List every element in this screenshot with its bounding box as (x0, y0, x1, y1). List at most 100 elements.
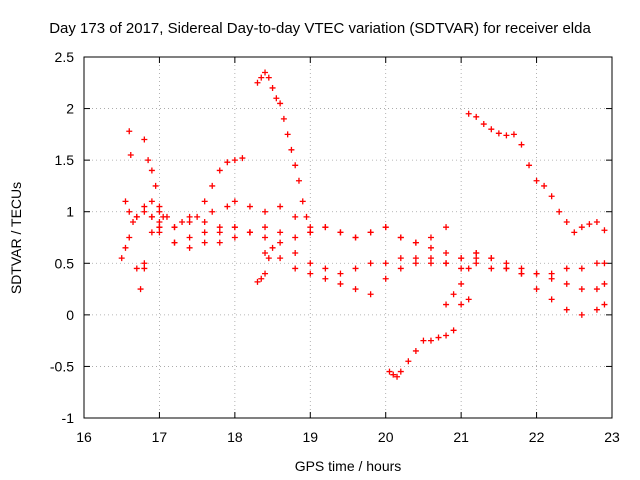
data-point (156, 219, 163, 226)
series-track-2 (122, 198, 608, 277)
data-point (148, 198, 155, 205)
data-points (118, 69, 608, 380)
data-point (303, 213, 310, 220)
data-point (337, 270, 344, 277)
data-point (397, 368, 404, 375)
data-point (141, 260, 148, 267)
data-point (262, 208, 269, 215)
data-point (239, 155, 246, 162)
data-point (548, 275, 555, 282)
data-point (533, 270, 540, 277)
data-point (127, 151, 134, 158)
data-point (473, 113, 480, 120)
data-point (578, 286, 585, 293)
data-point (518, 270, 525, 277)
chart-title: Day 173 of 2017, Sidereal Day-to-day VTE… (49, 20, 591, 37)
data-point (254, 79, 261, 86)
series-track-7 (156, 155, 246, 236)
data-point (122, 198, 129, 205)
data-point (480, 121, 487, 128)
data-point (412, 239, 419, 246)
data-point (156, 203, 163, 210)
data-point (231, 157, 238, 164)
data-point (593, 306, 600, 313)
data-point (126, 128, 133, 135)
data-point (133, 213, 140, 220)
data-point (405, 358, 412, 365)
data-point (277, 229, 284, 236)
data-point (148, 229, 155, 236)
data-point (593, 260, 600, 267)
data-point (292, 162, 299, 169)
data-point (262, 249, 269, 256)
data-point (224, 203, 231, 210)
data-point (412, 260, 419, 267)
series-track-4 (137, 213, 608, 318)
x-axis-label: GPS time / hours (294, 458, 402, 474)
data-point (160, 213, 167, 220)
series-track-9 (254, 244, 276, 285)
y-tick-label: -0.5 (50, 358, 74, 374)
plot-frame (83, 56, 613, 419)
x-tick-label: 17 (152, 429, 168, 445)
data-point (258, 74, 265, 81)
data-point (397, 234, 404, 241)
data-point (458, 280, 465, 287)
data-point (307, 224, 314, 231)
data-point (152, 182, 159, 189)
data-point (141, 265, 148, 272)
y-tick-label: 0 (66, 307, 74, 323)
data-point (601, 280, 608, 287)
data-point (533, 286, 540, 293)
data-point (488, 255, 495, 262)
data-point (269, 244, 276, 251)
data-point (141, 136, 148, 143)
data-point (503, 132, 510, 139)
data-point (307, 260, 314, 267)
data-point (262, 234, 269, 241)
data-point (156, 208, 163, 215)
data-point (292, 213, 299, 220)
data-point (593, 219, 600, 226)
data-point (130, 219, 137, 226)
data-point (277, 100, 284, 107)
data-point (412, 347, 419, 354)
data-point (495, 130, 502, 137)
data-point (186, 219, 193, 226)
data-point (533, 177, 540, 184)
data-point (262, 270, 269, 277)
data-point (563, 265, 570, 272)
data-point (201, 198, 208, 205)
data-point (201, 239, 208, 246)
data-point (412, 255, 419, 262)
data-point (541, 182, 548, 189)
data-point (601, 227, 608, 234)
data-point (526, 162, 533, 169)
data-point (443, 249, 450, 256)
data-point (262, 69, 269, 76)
data-point (578, 224, 585, 231)
data-point (148, 213, 155, 220)
y-tick-label: 0.5 (55, 255, 75, 271)
data-point (258, 275, 265, 282)
series-track-12 (465, 110, 608, 236)
data-point (548, 296, 555, 303)
data-point (216, 167, 223, 174)
data-point (450, 327, 457, 334)
data-point (435, 334, 442, 341)
data-point (307, 229, 314, 236)
data-point (458, 301, 465, 308)
data-point (292, 234, 299, 241)
x-tick-label: 18 (227, 429, 243, 445)
data-point (224, 159, 231, 166)
data-point (262, 224, 269, 231)
data-point (122, 244, 129, 251)
axis-ticks (83, 56, 613, 419)
data-point (201, 229, 208, 236)
data-point (295, 177, 302, 184)
data-point (265, 255, 272, 262)
data-point (322, 224, 329, 231)
data-point (171, 224, 178, 231)
data-point (382, 224, 389, 231)
y-tick-label: -1 (62, 410, 75, 426)
